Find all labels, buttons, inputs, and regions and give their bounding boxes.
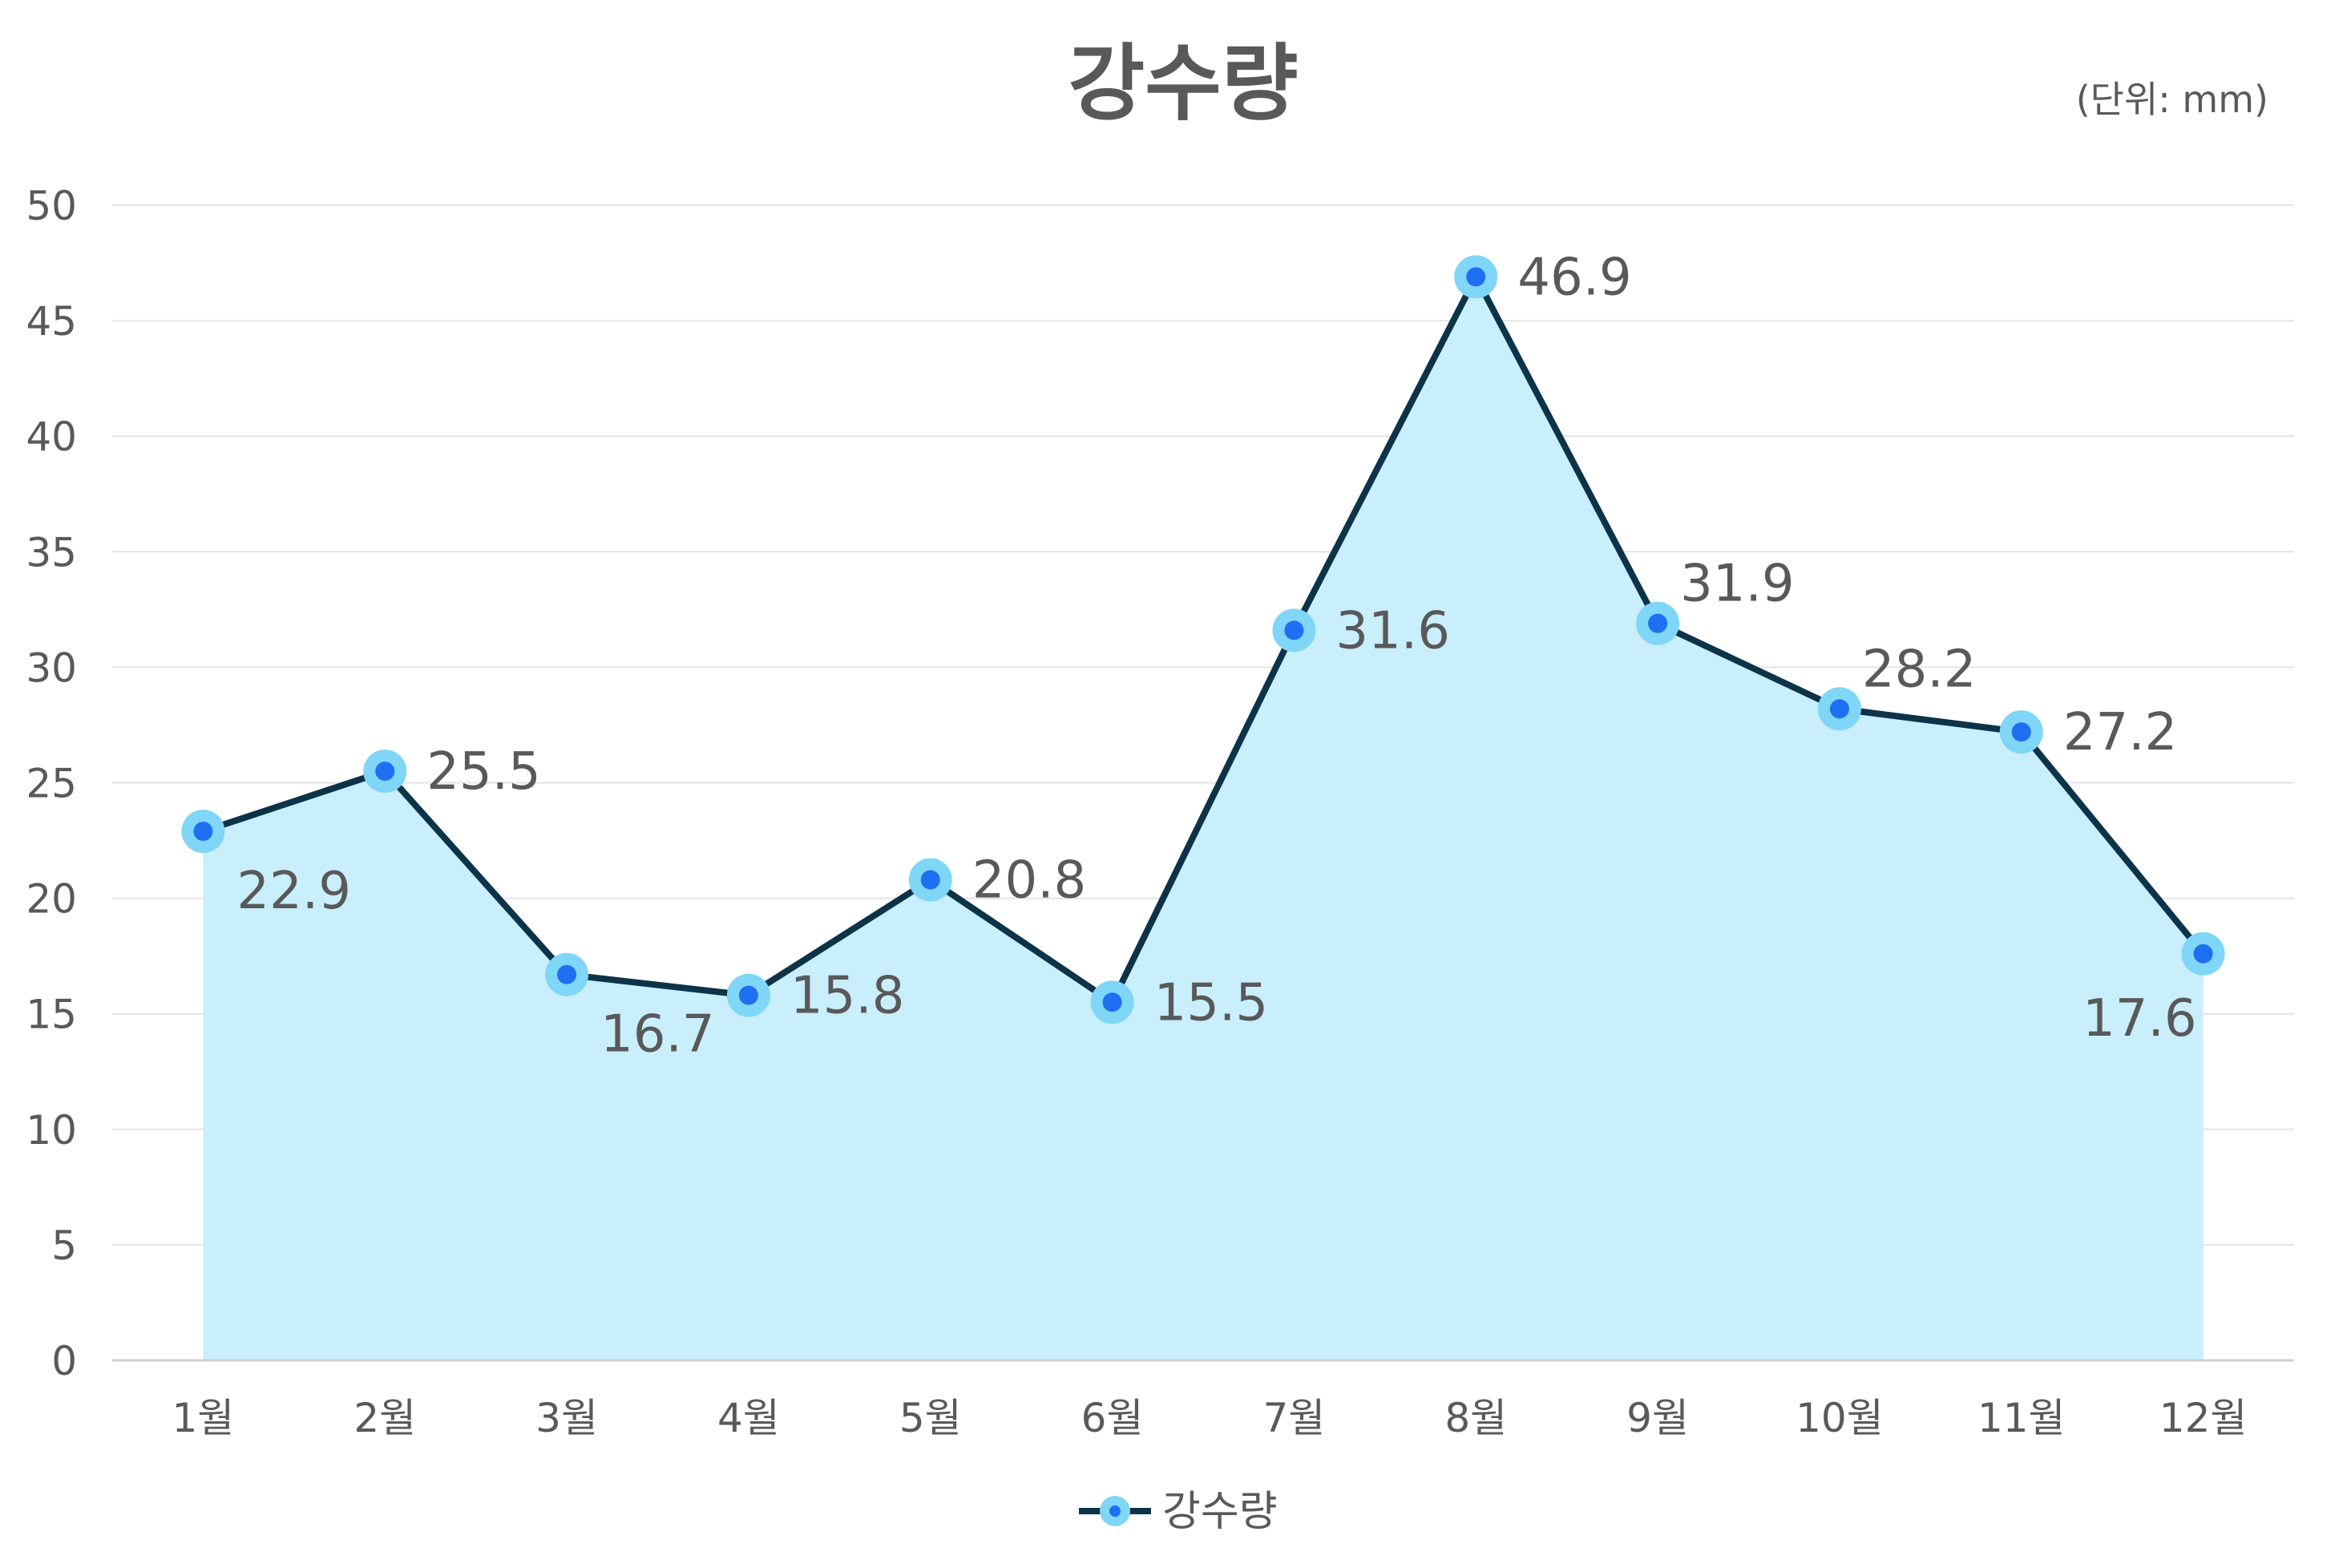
chart-title: 강수량 bbox=[1068, 34, 1298, 132]
data-point-marker-inner bbox=[375, 762, 395, 782]
data-point-marker-inner bbox=[1284, 620, 1304, 641]
data-label: 46.9 bbox=[1517, 248, 1632, 307]
y-tick-label: 40 bbox=[26, 414, 77, 460]
x-tick-label: 8월 bbox=[1444, 1395, 1507, 1441]
legend: 강수량 bbox=[1079, 1488, 1278, 1536]
data-label: 28.2 bbox=[1862, 640, 1977, 699]
x-tick-label: 10월 bbox=[1796, 1395, 1884, 1441]
x-tick-label: 6월 bbox=[1081, 1395, 1144, 1441]
y-tick-label: 25 bbox=[26, 761, 77, 807]
y-tick-label: 50 bbox=[26, 183, 77, 229]
y-tick-label: 5 bbox=[51, 1222, 77, 1269]
data-label: 22.9 bbox=[236, 862, 351, 921]
series-line bbox=[200, 273, 2207, 1006]
data-point-marker-inner bbox=[2011, 722, 2031, 742]
x-tick-label: 7월 bbox=[1263, 1395, 1326, 1441]
axes: 0 5 10 15 20 25 30 35 40 45 50 1월 2월 3월 4월 5월 6월 7월 8월 9월 10… bbox=[26, 183, 2294, 1441]
data-label: 16.7 bbox=[600, 1005, 715, 1065]
data-label: 27.2 bbox=[2063, 703, 2178, 762]
unit-label: (단위: mm) bbox=[2076, 78, 2268, 121]
data-labels-layer: 22.9 25.5 16.7 15.8 20.8 15.5 31.6 46.9 31.9 28.2… bbox=[236, 248, 2196, 1064]
data-point-marker-inner bbox=[1466, 267, 1486, 287]
y-tick-label: 15 bbox=[26, 992, 77, 1038]
data-point-marker-inner bbox=[1102, 992, 1122, 1012]
legend-marker-inner bbox=[1109, 1505, 1121, 1517]
y-tick-label: 10 bbox=[26, 1107, 77, 1154]
data-point-marker-inner bbox=[557, 964, 577, 984]
markers-layer bbox=[181, 255, 2225, 1024]
y-tick-label: 20 bbox=[26, 876, 77, 923]
y-tick-label: 45 bbox=[26, 298, 77, 345]
data-label: 17.6 bbox=[2082, 989, 2197, 1049]
data-point-marker-inner bbox=[1648, 613, 1668, 633]
y-tick-label: 30 bbox=[26, 645, 77, 691]
x-tick-label: 9월 bbox=[1626, 1395, 1689, 1441]
data-label: 31.9 bbox=[1680, 555, 1795, 614]
x-tick-label: 4월 bbox=[717, 1395, 780, 1441]
data-label: 15.8 bbox=[790, 967, 905, 1026]
y-tick-label: 35 bbox=[26, 529, 77, 576]
data-point-marker-inner bbox=[738, 985, 758, 1005]
data-label: 20.8 bbox=[972, 851, 1087, 911]
legend-label-rainfall: 강수량 bbox=[1162, 1488, 1278, 1536]
series-line-layer bbox=[200, 273, 2207, 1006]
data-label: 25.5 bbox=[426, 742, 541, 802]
data-point-marker-inner bbox=[193, 822, 213, 842]
data-point-marker-inner bbox=[920, 870, 940, 890]
x-tick-label: 5월 bbox=[899, 1395, 962, 1441]
data-label: 15.5 bbox=[1154, 973, 1269, 1033]
data-point-marker-inner bbox=[1829, 699, 1849, 719]
x-tick-label: 2월 bbox=[353, 1395, 416, 1441]
y-tick-label: 0 bbox=[51, 1338, 77, 1384]
x-tick-label: 3월 bbox=[535, 1395, 598, 1441]
data-point-marker-inner bbox=[2193, 944, 2213, 964]
x-tick-label: 12월 bbox=[2159, 1395, 2248, 1441]
x-tick-label: 1월 bbox=[172, 1395, 235, 1441]
data-label: 31.6 bbox=[1335, 601, 1450, 661]
x-tick-label: 11월 bbox=[1977, 1395, 2066, 1441]
